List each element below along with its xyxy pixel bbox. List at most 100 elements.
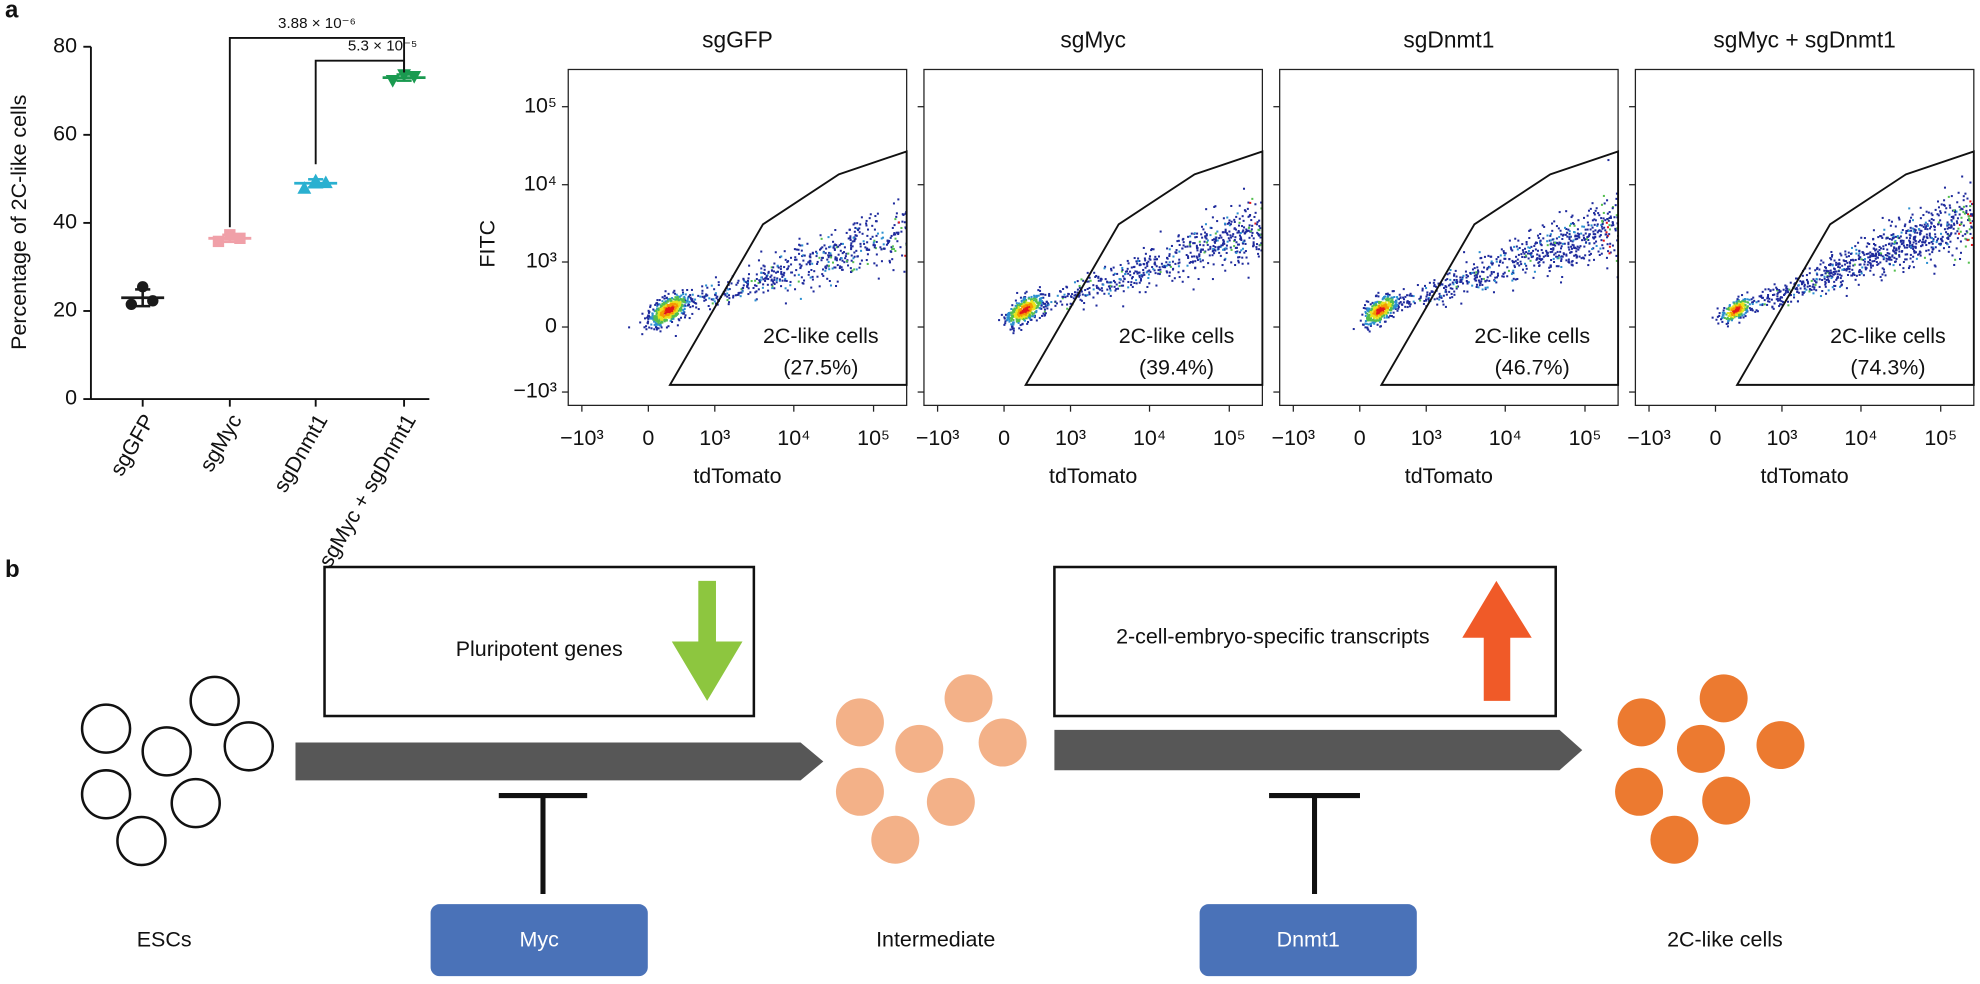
density-dot <box>1594 236 1596 238</box>
density-dot <box>1737 296 1739 298</box>
density-dot <box>1082 280 1084 282</box>
density-dot <box>1204 241 1206 243</box>
density-dot <box>1912 256 1914 258</box>
density-dot <box>1366 327 1368 329</box>
density-dot <box>1077 289 1079 291</box>
panel-title: sgGFP <box>702 27 773 53</box>
density-dot <box>1920 207 1922 209</box>
density-dot <box>1213 245 1215 247</box>
density-dot <box>859 263 861 265</box>
density-dot <box>675 335 677 337</box>
density-dot <box>656 299 658 301</box>
density-dot <box>1547 275 1549 277</box>
density-dot <box>1837 266 1839 268</box>
density-dot <box>1232 235 1234 237</box>
density-dot <box>1050 308 1052 310</box>
diagram: Pluripotent genes 2-cell-embryo-specific… <box>82 567 1804 976</box>
density-dot <box>1577 246 1579 248</box>
density-dot <box>1108 293 1110 295</box>
density-dot <box>1560 281 1562 283</box>
density-dot <box>1846 256 1848 258</box>
density-dot <box>1471 285 1473 287</box>
density-dot <box>685 293 687 295</box>
density-dot <box>1150 249 1152 251</box>
density-dot <box>1459 276 1461 278</box>
density-dot <box>655 313 657 315</box>
density-dot <box>1809 288 1811 290</box>
density-dot <box>641 333 643 335</box>
density-dot <box>1139 272 1141 274</box>
density-dot <box>1926 262 1928 264</box>
density-dot <box>1846 262 1848 264</box>
density-dot <box>1559 211 1561 213</box>
gate <box>1381 151 1618 384</box>
density-dot <box>1234 264 1236 266</box>
density-dot <box>1513 261 1515 263</box>
density-dot <box>1251 228 1253 230</box>
panel-label: a <box>5 0 19 24</box>
density-dot <box>1022 315 1024 317</box>
density-dot <box>1360 320 1362 322</box>
significance-bracket <box>230 38 404 227</box>
density-dot <box>1954 211 1956 213</box>
density-dot <box>1212 254 1214 256</box>
density-dot <box>1732 316 1734 318</box>
x-tick-label: sgMyc <box>195 410 247 476</box>
intermediate-cells <box>836 674 1027 863</box>
density-dot <box>1010 329 1012 331</box>
density-dot <box>1968 215 1970 217</box>
density-dot <box>1230 205 1232 207</box>
gate-label: 2C-like cells <box>1830 324 1946 348</box>
density-dot <box>1134 270 1136 272</box>
y-tick-label: −10³ <box>513 379 557 403</box>
density-dot <box>679 301 681 303</box>
density-dot <box>1840 285 1842 287</box>
density-dot <box>1934 233 1936 235</box>
density-dot <box>1243 226 1245 228</box>
density-dot <box>1506 266 1508 268</box>
density-dot <box>1570 223 1572 225</box>
cell <box>871 816 919 864</box>
density-dot <box>1149 255 1151 257</box>
density-dot <box>1504 254 1506 256</box>
density-dot <box>653 321 655 323</box>
density-dot <box>1182 281 1184 283</box>
density-dot <box>832 268 834 270</box>
density-dot <box>764 265 766 267</box>
density-dot <box>1376 306 1378 308</box>
density-dot <box>1798 284 1800 286</box>
density-dot <box>1793 294 1795 296</box>
density-dot <box>869 217 871 219</box>
density-dot <box>1727 320 1729 322</box>
density-dot <box>1607 250 1609 252</box>
density-dot <box>1947 243 1949 245</box>
density-dot <box>854 256 856 258</box>
density-dot <box>1146 265 1148 267</box>
cell <box>143 727 191 775</box>
density-dot <box>858 227 860 229</box>
x-tick-label: 10⁴ <box>1133 426 1166 450</box>
density-dot <box>1858 284 1860 286</box>
density-dot <box>1963 195 1965 197</box>
density-dot <box>664 319 666 321</box>
cell <box>117 817 165 865</box>
density-dot <box>1411 295 1413 297</box>
density-dot <box>1373 307 1375 309</box>
density-dot <box>1400 301 1402 303</box>
density-dot <box>1771 306 1773 308</box>
density-dot <box>1141 276 1143 278</box>
density-dot <box>1914 237 1916 239</box>
density-dot <box>675 301 677 303</box>
density-dot <box>1374 316 1376 318</box>
density-dot <box>1721 316 1723 318</box>
density-dot <box>1259 244 1261 246</box>
density-dot <box>1025 316 1027 318</box>
density-dot <box>1928 249 1930 251</box>
density-dot <box>658 327 660 329</box>
density-dot <box>1590 228 1592 230</box>
density-dot <box>673 315 675 317</box>
density-dot <box>658 309 660 311</box>
density-dot <box>1353 328 1355 330</box>
density-dot <box>1831 272 1833 274</box>
density-dot <box>1179 244 1181 246</box>
